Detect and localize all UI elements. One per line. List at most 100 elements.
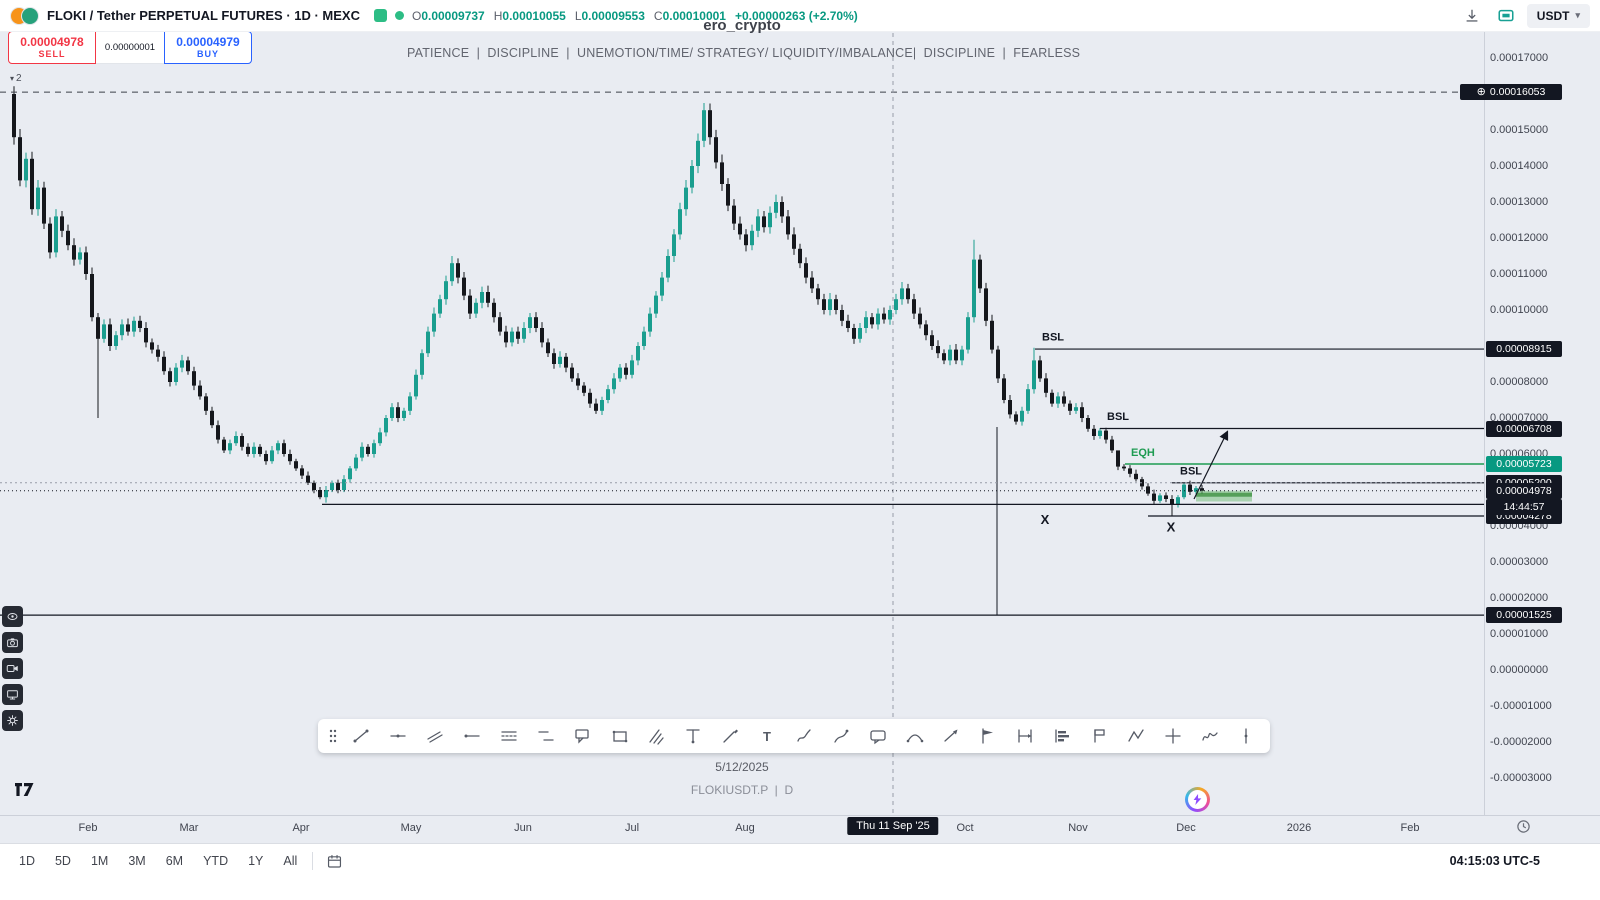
horizontal-line-tool[interactable] xyxy=(380,722,417,750)
ohlc-open: O 0.00009737 xyxy=(411,8,485,23)
price-tick: 0.00000000 xyxy=(1490,664,1549,676)
pitchfork-tool[interactable] xyxy=(638,722,675,750)
go-to-date-icon[interactable] xyxy=(321,848,347,874)
signature-tool[interactable] xyxy=(1191,722,1228,750)
text-tool[interactable]: T xyxy=(749,722,786,750)
rectangle-tool[interactable] xyxy=(601,722,638,750)
anchored-vwap-tool[interactable] xyxy=(675,722,712,750)
brush-tool[interactable] xyxy=(786,722,823,750)
zigzag-tool[interactable] xyxy=(1117,722,1154,750)
cross-line-tool[interactable] xyxy=(1154,722,1191,750)
symbol-logo xyxy=(10,6,39,25)
ohlc-high: H 0.00010055 xyxy=(493,8,566,23)
flagpole-tool[interactable] xyxy=(1081,722,1118,750)
sell-label: SELL xyxy=(38,49,66,59)
svg-text:X: X xyxy=(1167,519,1176,534)
svg-text:T: T xyxy=(763,729,771,744)
range-6m[interactable]: 6M xyxy=(165,854,184,868)
marker-pen-tool[interactable] xyxy=(712,722,749,750)
time-axis[interactable] xyxy=(0,815,1600,843)
symbol-title[interactable]: FLOKI / Tether PERPETUAL FUTURES · 1D · … xyxy=(47,8,360,23)
callout-tool[interactable] xyxy=(564,722,601,750)
range-all[interactable]: All xyxy=(283,854,298,868)
volume-profile-tool[interactable] xyxy=(1044,722,1081,750)
svg-text:BSL: BSL xyxy=(1180,466,1202,478)
countdown-label: 14:44:57 xyxy=(1486,498,1562,515)
curve-tool[interactable] xyxy=(896,722,933,750)
parallel-channel-tool[interactable] xyxy=(417,722,454,750)
price-label-0.00005723: 0.00005723 xyxy=(1486,455,1562,472)
arrow-tool[interactable] xyxy=(933,722,970,750)
screenshot-icon[interactable] xyxy=(1493,3,1519,29)
currency-dropdown[interactable]: USDT ▾ xyxy=(1526,3,1590,28)
buy-price: 0.00004979 xyxy=(176,35,240,49)
comment-tool[interactable] xyxy=(859,722,896,750)
price-tick: 0.00002000 xyxy=(1490,592,1549,604)
time-label-Apr: Apr xyxy=(292,822,310,834)
price-tick: 0.00017000 xyxy=(1490,52,1549,64)
ai-magic-button[interactable] xyxy=(1185,787,1210,812)
monitor-icon[interactable] xyxy=(2,684,23,705)
eye-icon[interactable] xyxy=(2,606,23,627)
order-panel: 0.00004978 SELL 0.00000001 0.00004979 BU… xyxy=(8,31,252,64)
side-mini-toolbar xyxy=(2,606,23,731)
svg-text:BSL: BSL xyxy=(1042,332,1064,344)
tradingview-logo[interactable] xyxy=(14,782,40,802)
settings-gear-icon[interactable] xyxy=(2,710,23,731)
range-5d[interactable]: 5D xyxy=(54,854,71,868)
clock-display[interactable]: 04:15:03 UTC-5 xyxy=(1449,854,1540,868)
live-dot-icon xyxy=(394,11,404,20)
range-1y[interactable]: 1Y xyxy=(248,854,264,868)
ohlc-readout: O 0.00009737 H 0.00010055 L 0.00009553 C 0.0… xyxy=(412,9,858,23)
price-tick: 0.00013000 xyxy=(1490,196,1549,208)
price-label-0.00008915: 0.00008915 xyxy=(1486,341,1562,358)
time-label-Aug: Aug xyxy=(735,822,755,834)
sell-button[interactable]: 0.00004978 SELL xyxy=(8,31,96,64)
price-tick: 0.00008000 xyxy=(1490,376,1549,388)
horizontal-ray-tool[interactable] xyxy=(454,722,491,750)
video-record-icon[interactable] xyxy=(2,658,23,679)
ohlc-close: C 0.00010001 xyxy=(653,8,726,23)
svg-text:X: X xyxy=(1041,512,1050,527)
buy-button[interactable]: 0.00004979 BUY xyxy=(164,31,252,64)
pen-tool[interactable] xyxy=(822,722,859,750)
ai-magic-inner xyxy=(1188,790,1207,809)
price-tick: 0.00003000 xyxy=(1490,556,1549,568)
price-range-tool[interactable] xyxy=(1007,722,1044,750)
drag-handle[interactable] xyxy=(323,722,343,750)
price-label-0.00004978: 0.00004978 xyxy=(1486,482,1562,499)
camera-icon[interactable] xyxy=(2,632,23,653)
time-label-Feb: Feb xyxy=(78,822,98,834)
object-count: 2 xyxy=(16,73,22,84)
regression-channel-tool[interactable] xyxy=(491,722,528,750)
range-1d[interactable]: 1D xyxy=(19,854,35,868)
chevron-down-icon: ▾ xyxy=(1575,10,1580,20)
range-3m[interactable]: 3M xyxy=(128,854,146,868)
range-1m[interactable]: 1M xyxy=(90,854,109,868)
footer-date: 5/12/2025 xyxy=(715,760,769,774)
chevron-down-icon: ▾ xyxy=(10,74,15,83)
price-tick: 0.00012000 xyxy=(1490,232,1549,244)
alert-plus-icon[interactable]: ⊕ xyxy=(1476,86,1486,99)
vertical-line-tool[interactable] xyxy=(1228,722,1265,750)
object-count-marker[interactable]: ▾ 2 xyxy=(10,73,22,84)
footer-symbol: FLOKIUSDT.P | D xyxy=(690,783,794,797)
sell-price: 0.00004978 xyxy=(20,35,84,49)
drawing-toolbar: T xyxy=(318,719,1270,753)
range-ytd[interactable]: YTD xyxy=(203,854,229,868)
price-axis[interactable] xyxy=(1484,32,1600,815)
time-label-Mar: Mar xyxy=(179,822,199,834)
range-selector: 1D 5D 1M 3M 6M YTD 1Y All xyxy=(12,851,304,871)
download-icon[interactable] xyxy=(1459,3,1485,29)
price-label-0.00001525: 0.00001525 xyxy=(1486,607,1562,624)
svg-text:EQH: EQH xyxy=(1131,447,1155,459)
time-label-May: May xyxy=(400,822,422,834)
price-tick: -0.00003000 xyxy=(1490,772,1552,784)
disjoint-channel-tool[interactable] xyxy=(527,722,564,750)
timezone-clock-icon[interactable] xyxy=(1516,819,1531,839)
trend-line-tool[interactable] xyxy=(343,722,380,750)
flag-tool[interactable] xyxy=(970,722,1007,750)
svg-text:BSL: BSL xyxy=(1107,411,1129,423)
